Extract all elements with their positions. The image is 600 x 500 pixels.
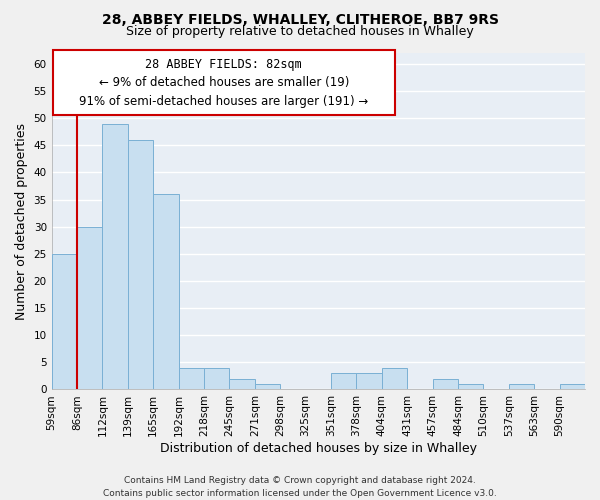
Bar [255,384,280,390]
Bar [204,368,229,390]
Bar [103,124,128,390]
Bar [77,226,103,390]
X-axis label: Distribution of detached houses by size in Whalley: Distribution of detached houses by size … [160,442,477,455]
Bar [356,373,382,390]
Bar [433,378,458,390]
Text: 91% of semi-detached houses are larger (191) →: 91% of semi-detached houses are larger (… [79,94,368,108]
Bar [229,378,255,390]
Bar [560,384,585,390]
Bar [331,373,356,390]
Bar [52,254,77,390]
Bar [179,368,204,390]
Text: 28 ABBEY FIELDS: 82sqm: 28 ABBEY FIELDS: 82sqm [145,58,302,71]
Text: Contains HM Land Registry data © Crown copyright and database right 2024.
Contai: Contains HM Land Registry data © Crown c… [103,476,497,498]
Bar [458,384,484,390]
FancyBboxPatch shape [53,50,395,116]
Text: ← 9% of detached houses are smaller (19): ← 9% of detached houses are smaller (19) [98,76,349,90]
Text: 28, ABBEY FIELDS, WHALLEY, CLITHEROE, BB7 9RS: 28, ABBEY FIELDS, WHALLEY, CLITHEROE, BB… [101,12,499,26]
Text: Size of property relative to detached houses in Whalley: Size of property relative to detached ho… [126,25,474,38]
Bar [382,368,407,390]
Bar [153,194,179,390]
Bar [509,384,534,390]
Y-axis label: Number of detached properties: Number of detached properties [15,123,28,320]
Bar [128,140,153,390]
